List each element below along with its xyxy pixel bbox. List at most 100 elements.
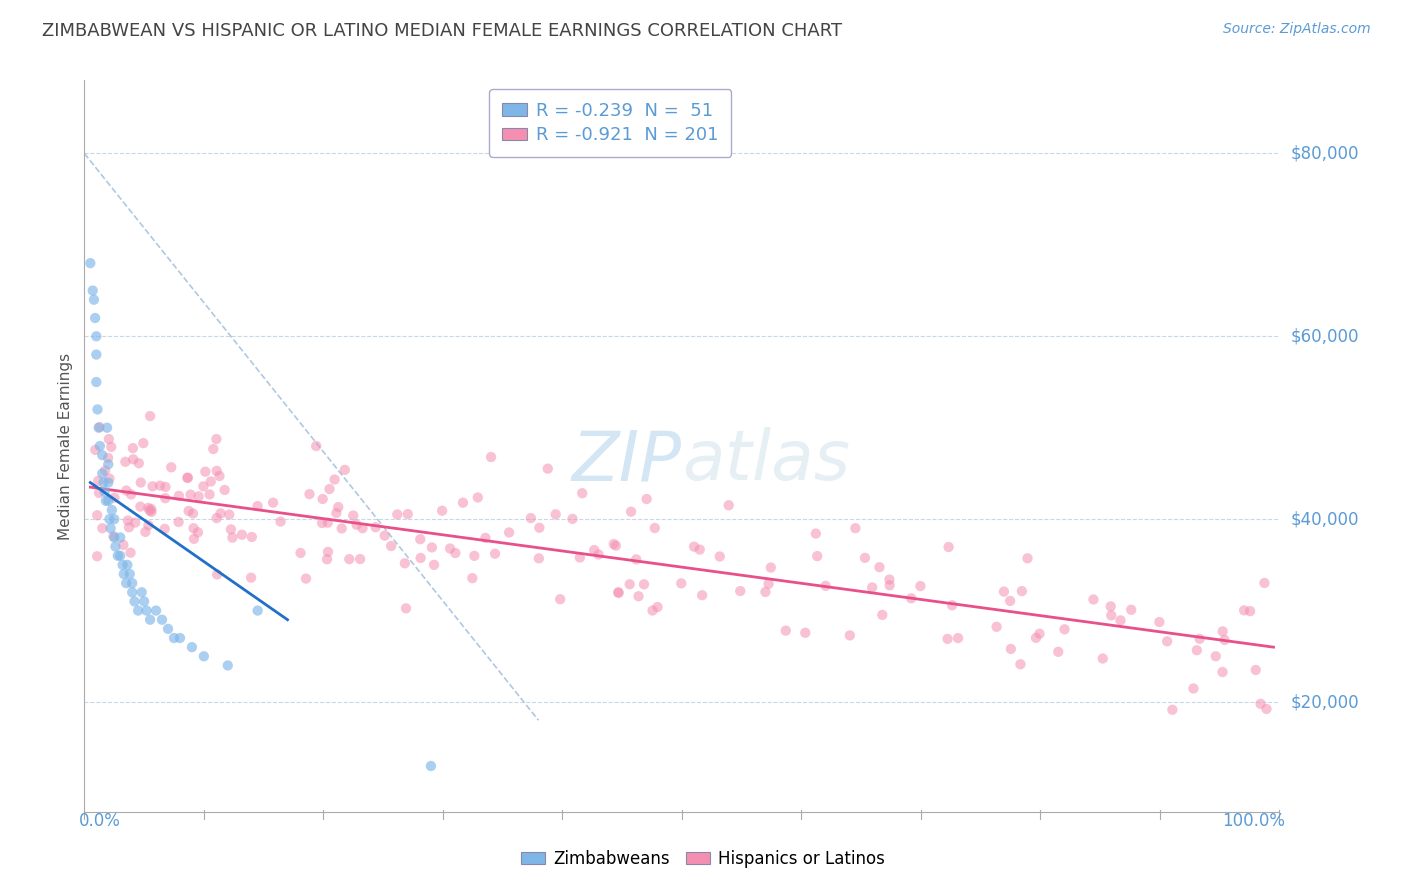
Point [181,507,204,521]
Point [93,484,115,499]
Point [838,628,860,642]
Point [124,594,146,608]
Point [461,571,484,585]
Point [352,521,374,535]
Point [1099,599,1122,614]
Point [620,505,643,519]
Point [246,499,269,513]
Point [409,533,432,547]
Point [96,420,118,434]
Point [467,491,489,505]
Point [246,603,269,617]
Point [101,503,124,517]
Legend: Zimbabweans, Hispanics or Latinos: Zimbabweans, Hispanics or Latinos [515,844,891,875]
Point [1188,632,1211,646]
Point [219,522,242,536]
Point [568,550,591,565]
Point [87,486,110,500]
Point [187,525,209,540]
Point [1213,632,1236,647]
Point [122,452,145,467]
Point [87,474,110,488]
Point [141,502,163,516]
Point [603,537,626,551]
Point [98,512,121,526]
Point [1010,657,1032,672]
Point [103,530,125,544]
Point [619,577,641,591]
Text: $40,000: $40,000 [1291,510,1360,528]
Point [374,528,396,542]
Point [115,576,138,591]
Point [217,658,239,673]
Point [262,496,284,510]
Point [103,512,125,526]
Point [998,594,1021,608]
Point [463,549,485,563]
Text: ZIP: ZIP [572,427,682,494]
Point [84,310,107,325]
Point [87,420,110,434]
Point [93,475,115,490]
Point [544,508,567,522]
Text: $20,000: $20,000 [1291,693,1360,711]
Point [1182,681,1205,696]
Point [295,572,318,586]
Point [153,522,176,536]
Point [1099,608,1122,623]
Point [364,520,387,534]
Point [121,576,143,591]
Point [709,549,731,564]
Point [869,560,891,574]
Point [1244,663,1267,677]
Point [163,631,186,645]
Point [318,482,340,496]
Point [132,436,155,450]
Point [183,521,205,535]
Point [104,540,127,554]
Point [325,506,347,520]
Point [1053,622,1076,636]
Point [900,591,922,606]
Point [938,540,960,554]
Point [112,538,135,552]
Point [97,475,120,490]
Point [86,402,108,417]
Point [214,483,236,497]
Point [1250,697,1272,711]
Legend: R = -0.239  N =  51, R = -0.921  N = 201: R = -0.239 N = 51, R = -0.921 N = 201 [489,89,731,157]
Point [120,487,142,501]
Point [936,632,959,646]
Point [775,624,797,638]
Point [135,603,157,617]
Point [112,567,135,582]
Point [806,549,828,563]
Point [145,603,167,617]
Point [218,508,240,522]
Point [1047,645,1070,659]
Point [86,329,108,343]
Point [1091,651,1114,665]
Point [111,558,134,572]
Point [205,567,228,582]
Point [328,500,350,515]
Point [193,649,215,664]
Point [209,507,232,521]
Point [86,347,108,362]
Point [167,489,190,503]
Point [479,450,502,464]
Point [804,526,827,541]
Point [131,585,153,599]
Point [1017,551,1039,566]
Point [221,531,243,545]
Point [451,496,474,510]
Point [124,516,146,530]
Point [330,521,353,535]
Point [520,511,543,525]
Point [121,585,143,599]
Point [548,592,571,607]
Point [240,571,263,585]
Point [498,525,520,540]
Text: 100.0%: 100.0% [1222,812,1285,830]
Text: $80,000: $80,000 [1291,145,1360,162]
